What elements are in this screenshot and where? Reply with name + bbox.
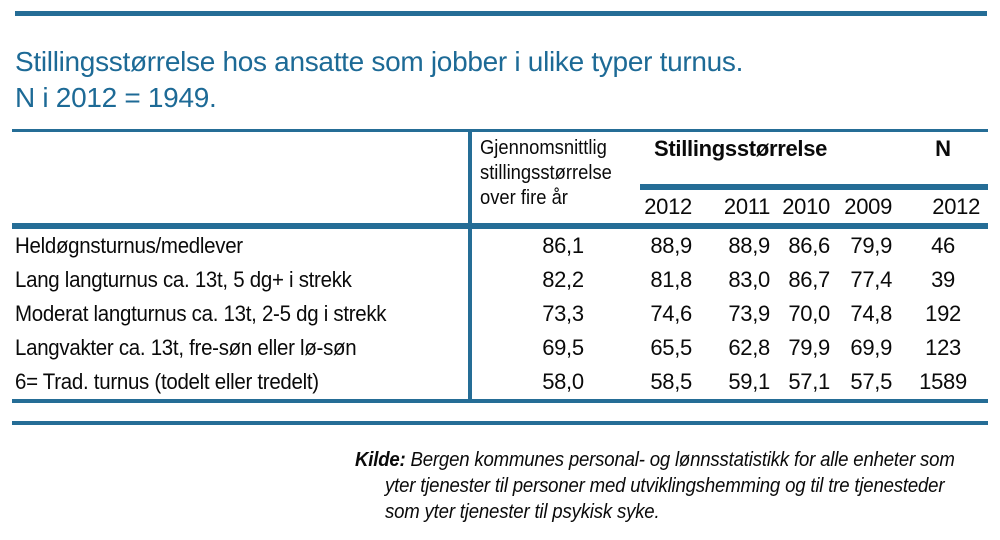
row-label: 6= Trad. turnus (todelt eller tredelt): [15, 369, 319, 394]
title-line-2: N i 2012 = 1949.: [15, 82, 217, 113]
value-2011: 83,0: [728, 267, 770, 292]
avg-value: 73,3: [468, 297, 640, 331]
n-value: 46: [931, 233, 955, 258]
page-title: Stillingsstørrelse hos ansatte som jobbe…: [15, 44, 743, 116]
n-value: 39: [931, 267, 955, 292]
group-column-header: Stillingsstørrelse: [640, 130, 899, 190]
top-divider-rule: [15, 11, 987, 16]
source-line: yter tjenester til personer med utviklin…: [385, 475, 945, 497]
table-row: Heldøgnsturnus/medlever 86,1 88,9 88,9 8…: [12, 226, 988, 263]
row-label: Lang langturnus ca. 13t, 5 dg+ i strekk: [15, 267, 352, 292]
year-header-2009: 2009: [836, 187, 899, 229]
source-text: Bergen kommunes personal- og lønnsstatis…: [410, 449, 955, 471]
turnus-table: Gjennomsnittlig stillingsstørrelse over …: [12, 129, 989, 403]
year-header-2011: 2011: [698, 187, 776, 229]
avg-column-header: Gjennomsnittlig stillingsstørrelse over …: [468, 130, 640, 229]
row-label: Heldøgnsturnus/medlever: [15, 233, 243, 258]
source-line: Kilde: Bergen kommunes personal- og lønn…: [355, 447, 1000, 473]
table-row: 6= Trad. turnus (todelt eller tredelt) 5…: [12, 365, 988, 401]
value-2011: 59,1: [728, 369, 770, 394]
n-value: 192: [925, 301, 961, 326]
value-2012: 81,8: [650, 267, 692, 292]
value-2012: 74,6: [650, 301, 692, 326]
value-2010: 70,0: [788, 301, 830, 326]
table-row: Lang langturnus ca. 13t, 5 dg+ i strekk …: [12, 263, 988, 297]
value-2009: 74,8: [850, 301, 893, 326]
source-line: som yter tjenester til psykisk syke.: [385, 501, 660, 523]
avg-header-line: Gjennomsnittlig: [480, 137, 607, 159]
value-2010: 57,1: [788, 369, 830, 394]
section-divider-rule: [12, 421, 988, 425]
table-row: Langvakter ca. 13t, fre-søn eller lø-søn…: [12, 331, 988, 365]
year-header-2012: 2012: [640, 187, 698, 229]
year-header-2010: 2010: [776, 187, 836, 229]
title-line-1: Stillingsstørrelse hos ansatte som jobbe…: [15, 46, 744, 77]
value-2009: 79,9: [850, 233, 893, 258]
avg-value: 69,5: [468, 331, 640, 365]
n-column-header: N: [898, 130, 989, 190]
value-2011: 62,8: [728, 335, 770, 360]
avg-header-line: stillingsstørrelse: [480, 162, 612, 184]
avg-value: 82,2: [468, 263, 640, 297]
table-header: Gjennomsnittlig stillingsstørrelse over …: [12, 130, 989, 229]
value-2009: 57,5: [850, 369, 893, 394]
n-value: 1589: [919, 369, 967, 394]
value-2010: 86,7: [788, 267, 830, 292]
value-2011: 73,9: [728, 301, 770, 326]
avg-header-line: over fire år: [480, 187, 568, 209]
n-year-header: 2012: [898, 187, 989, 229]
value-2009: 69,9: [850, 335, 893, 360]
table-row: Moderat langturnus ca. 13t, 2-5 dg i str…: [12, 297, 988, 331]
table-body: Heldøgnsturnus/medlever 86,1 88,9 88,9 8…: [12, 226, 988, 401]
value-2009: 77,4: [850, 267, 893, 292]
n-value: 123: [925, 335, 961, 360]
header-row-years: 2012 2011 2010 2009 2012: [12, 187, 989, 229]
source-label: Kilde:: [355, 449, 406, 471]
value-2012: 58,5: [650, 369, 692, 394]
header-row-top: Gjennomsnittlig stillingsstørrelse over …: [12, 130, 989, 229]
value-2012: 65,5: [650, 335, 692, 360]
avg-value: 86,1: [468, 226, 640, 263]
source-note: Kilde: Bergen kommunes personal- og lønn…: [355, 447, 1000, 525]
avg-value: 58,0: [468, 365, 640, 401]
value-2011: 88,9: [728, 233, 770, 258]
row-label: Moderat langturnus ca. 13t, 2-5 dg i str…: [15, 301, 387, 326]
value-2010: 79,9: [788, 335, 830, 360]
row-label-column-header: [12, 130, 470, 229]
value-2010: 86,6: [788, 233, 830, 258]
value-2012: 88,9: [650, 233, 692, 258]
row-label: Langvakter ca. 13t, fre-søn eller lø-søn: [15, 335, 357, 360]
